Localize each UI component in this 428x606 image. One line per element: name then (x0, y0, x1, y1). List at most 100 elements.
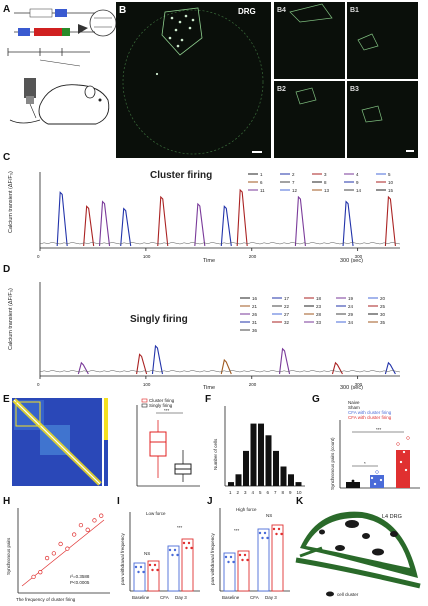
legend-label: 7 (292, 180, 295, 185)
svg-text:CFA: CFA (250, 595, 259, 600)
scatter-point (38, 570, 43, 575)
legend-label: 27 (284, 312, 290, 317)
legend-label: 15 (388, 188, 394, 193)
legend-label: 8 (324, 180, 327, 185)
legend-label: 16 (252, 296, 258, 301)
group-bar-point (171, 553, 174, 557)
drg-schematic (295, 511, 421, 589)
j-title: High force (236, 507, 257, 512)
group-bar-point (261, 536, 264, 540)
legend-label: 31 (252, 320, 258, 325)
panel-label-d: D (3, 264, 10, 275)
x-tick-label: 300 (355, 254, 363, 259)
h-ylabel: Synchronous pairs (6, 537, 11, 575)
legend-label: 6 (260, 180, 263, 185)
legend-label: 12 (292, 188, 298, 193)
circular-inset (89, 9, 117, 37)
scatter-point (85, 527, 90, 532)
svg-text:Day 3: Day 3 (265, 595, 277, 600)
c-x-end: 300 (sec) (340, 258, 363, 264)
trace-peak (77, 361, 89, 375)
svg-text:NS: NS (144, 551, 150, 556)
group-bar-point (224, 555, 228, 559)
trace-baseline (39, 242, 401, 245)
trace-peak (220, 205, 232, 247)
legend-label: 19 (348, 296, 354, 301)
legend-label: 28 (316, 312, 322, 317)
group-bar-point (280, 532, 283, 536)
legend-label: 29 (348, 312, 354, 317)
legend-label: 23 (316, 304, 322, 309)
histogram-x-label: 7 (274, 490, 277, 495)
panel-e: E Cluster firing Singly firing *** (3, 394, 200, 487)
svg-text:Singly firing: Singly firing (149, 403, 173, 408)
panel-label-h: H (3, 496, 10, 507)
trace-peak (384, 361, 396, 375)
i-bars (133, 538, 194, 592)
histogram-x-label: 3 (244, 490, 247, 495)
group-bar-point (142, 570, 145, 574)
d-xlabel: Time (203, 385, 215, 391)
group-bar-point (243, 553, 247, 557)
trace-peak (120, 207, 132, 247)
trace-peak (294, 195, 306, 247)
legend-label: 36 (252, 328, 258, 333)
svg-text:Cluster firing: Cluster firing (149, 398, 175, 403)
group-bar (223, 552, 236, 592)
histogram-x-label: 8 (282, 490, 285, 495)
group-bar-point (168, 548, 172, 552)
group-bar (257, 528, 270, 592)
panel-a: A (3, 4, 117, 125)
panel-label-g: G (312, 394, 320, 405)
svg-text:Day 3: Day 3 (175, 595, 187, 600)
histogram-bar (243, 450, 249, 486)
k-label: L4 DRG (382, 514, 402, 520)
legend-label: 2 (292, 172, 295, 177)
histogram-bar (235, 474, 242, 486)
drg-image-main (116, 2, 271, 158)
svg-text:B3: B3 (350, 86, 359, 93)
histogram-x-label: 5 (259, 490, 262, 495)
group-bar-point (258, 531, 262, 535)
group-bar-point (229, 555, 233, 559)
legend-label: 20 (380, 296, 386, 301)
trace-peak (278, 347, 291, 375)
d-xticks: 0 100 200 300 (37, 376, 363, 387)
h-stat-r2: r²=0.3588 (70, 574, 90, 579)
histogram-x-label: 10 (297, 490, 303, 495)
trace-peak (236, 188, 248, 247)
group-bar-point (156, 568, 159, 572)
panel-label-k: K (296, 496, 304, 507)
timeline (7, 48, 90, 67)
panel-label-e: E (3, 394, 10, 405)
legend-label: 17 (284, 296, 290, 301)
group-bar-point (148, 563, 152, 567)
h-stat-p: P<0.0005 (70, 580, 90, 585)
svg-text:CFA with cluster firing: CFA with cluster firing (348, 410, 392, 415)
k-legend-swatch (326, 591, 334, 597)
legend-label: 25 (380, 304, 386, 309)
c-xticks: 0 100 200 300 (37, 248, 363, 259)
legend-label: 22 (284, 304, 290, 309)
panel-label-i: I (117, 496, 120, 507)
h-xlabel: The frequency of cluster firing (16, 597, 76, 602)
j-bars (223, 524, 284, 592)
panel-b: B DRG B4 B1 B2 B3 (116, 2, 418, 158)
legend-label: 32 (284, 320, 290, 325)
svg-text:B1: B1 (350, 7, 359, 14)
d-legend: 16 17 18 19 20 21 22 23 24 25 26 27 28 29 30 31 32 33 34 35… (240, 296, 386, 333)
c-traces (39, 188, 401, 247)
svg-text:B2: B2 (277, 86, 286, 93)
legend-label: 5 (388, 172, 391, 177)
histogram-x-label: 6 (267, 490, 270, 495)
svg-text:CFA with cluster firing: CFA with cluster firing (348, 415, 392, 420)
group-bar-point (139, 565, 143, 569)
k-legend-label: cell cluster (337, 592, 359, 597)
legend-label: 14 (356, 188, 362, 193)
d-ylabel: Calcium transient (ΔF/F₀) (8, 288, 14, 350)
svg-text:Sham: Sham (348, 405, 360, 410)
group-bar-point (246, 558, 249, 562)
panel-g: G Synchronous pairs (count) Naive Sham C… (312, 394, 420, 490)
trace-peak (83, 205, 95, 247)
x-tick-label: 0 (37, 254, 40, 259)
